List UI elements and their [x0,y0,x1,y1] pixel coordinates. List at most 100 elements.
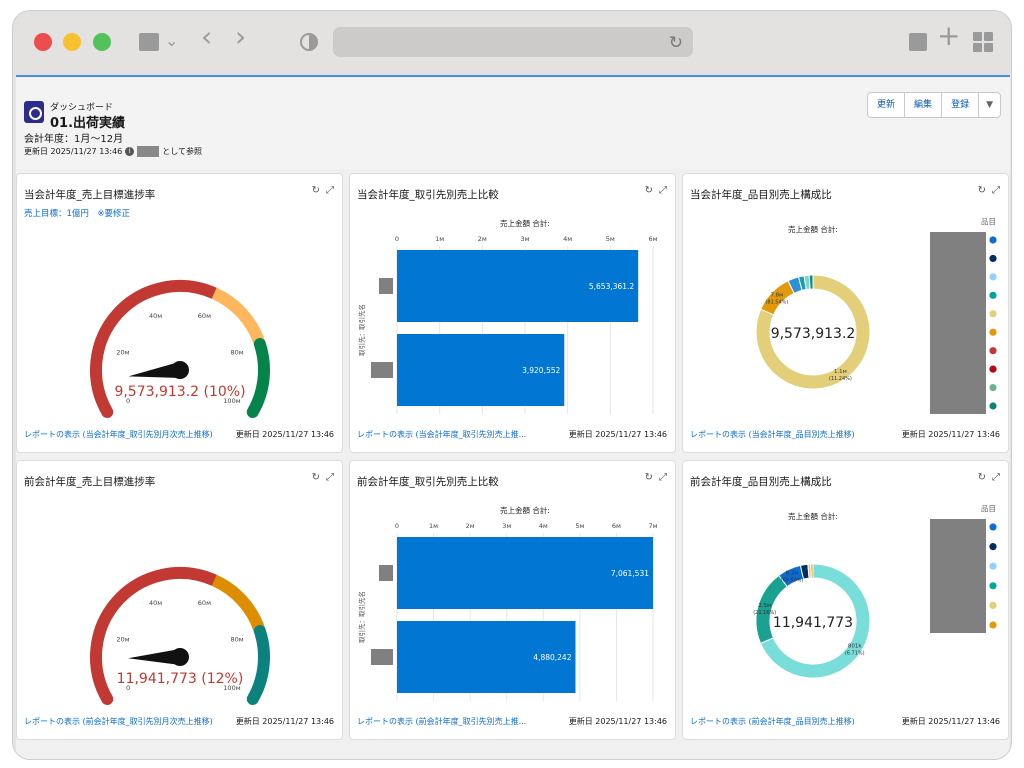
legend-marker [989,236,997,244]
tab-overview-icon[interactable] [973,32,993,52]
bar-category-label-redacted [371,649,393,665]
card-title: 前会計年度_取引先別売上比較 [357,476,499,488]
card-updated-date: 更新日 2025/11/27 13:46 [568,717,667,726]
card-title: 前会計年度_品目別売上構成比 [690,476,832,488]
gauge-needle-hub [171,648,189,666]
bar-card-current: 当会計年度_取引先別売上比較 ↻ ⤢ 売上金額 合計: 0 1м 2м 3м 4м 5м 6м 取… [349,173,676,453]
legend-label-redacted [930,232,986,414]
expand-icon[interactable]: ⤢ [992,472,1000,483]
page-subtitle: ダッシュボード [50,103,114,113]
expand-icon[interactable]: ⤢ [659,185,667,196]
card-actions: ↻ ⤢ [645,472,667,483]
donut-chart[interactable]: 売上金額 合計: 1.1м(11.24%) 7.8м(81.54%) 9,573,91… [683,174,1010,454]
gauge-needle [128,362,181,378]
refresh-icon[interactable]: ↻ [311,185,320,196]
address-bar[interactable]: ↻ [333,27,693,57]
dashboard-header: ダッシュボード 01.出荷実績 会計年度：1月〜12月 更新日 2025/11/… [16,77,1010,169]
card-updated-date: 更新日 2025/11/27 13:46 [235,717,334,726]
bar [397,334,565,406]
sales-target-note: 売上目標：1億円 ※要修正 [24,209,131,219]
gauge-tick-label: 80м [230,348,243,356]
reload-icon[interactable]: ↻ [668,33,683,53]
donut-title: 売上金額 合計: [788,224,838,234]
donut-slice [808,274,814,290]
card-updated-date: 更新日 2025/11/27 13:46 [568,430,667,439]
gauge-value-label: 11,941,773 (12%) [117,671,244,687]
gauge-tick-label: 100м [223,397,240,405]
legend-marker [989,562,997,570]
bar-tick-label: 6м [648,235,657,243]
gauge-band [90,280,221,418]
gauge-tick-label: 40м [149,599,162,607]
view-report-link[interactable]: レポートの表示 (前会計年度_品目別売上推移) [690,717,855,726]
new-tab-button[interactable]: + [937,19,961,52]
edit-button[interactable]: 編集 [905,93,943,117]
zoom-window-button[interactable] [93,33,111,51]
expand-icon[interactable]: ⤢ [992,185,1000,196]
legend-title: 品目 [981,217,996,226]
donut-slice [759,563,871,679]
donut-center-total: 9,573,913.2 [771,326,856,342]
bar-chart[interactable]: 売上金額 合計: 0 1м 2м 3м 4м 5м 6м 取引先：取引先名 5,653,361.2… [350,174,677,454]
expand-icon[interactable]: ⤢ [326,472,334,483]
info-icon[interactable]: i [125,147,135,156]
bar-tick-label: 4м [563,235,572,243]
donut-center-total: 11,941,773 [773,615,853,631]
view-report-link[interactable]: レポートの表示 (前会計年度_取引先別売上推... [357,717,527,726]
refresh-icon[interactable]: ↻ [644,472,653,483]
sidebar-toggle-icon[interactable] [139,33,159,51]
bar-category-label-redacted [371,362,393,378]
gauge-tick-label: 60м [198,599,211,607]
card-actions: ↻ ⤢ [645,185,667,196]
updated-text: 更新日 2025/11/27 13:46 [24,147,123,156]
card-title: 前会計年度_売上目標進捗率 [24,476,156,488]
bar-tick-label: 5м [606,235,615,243]
privacy-shield-icon[interactable] [299,32,319,55]
expand-icon[interactable]: ⤢ [659,472,667,483]
donut-slice [755,274,871,390]
bar-tick-label: 5м [575,522,584,530]
refresh-button[interactable]: 更新 [868,93,906,117]
more-actions-button[interactable]: ▼ [986,100,993,110]
bar-tick-label: 1м [435,235,444,243]
gauge-card-current: 当会計年度_売上目標進捗率 ↻ ⤢ 売上目標：1億円 ※要修正 0 20м 40м 60… [16,173,343,453]
refresh-icon[interactable]: ↻ [977,185,986,196]
bar-y-axis-title: 取引先：取引先名 [357,591,366,643]
view-report-link[interactable]: レポートの表示 (当会計年度_品目別売上推移) [690,430,855,439]
donut-slice-label: 2.5м [758,603,771,609]
forward-button[interactable]: › [235,20,247,53]
legend-marker [989,310,997,318]
donut-slice [810,563,814,579]
gauge-value-label: 9,573,913.2 (10%) [114,384,245,400]
legend-marker [989,402,997,410]
view-report-link[interactable]: レポートの表示 (前会計年度_取引先別月次売上推移) [24,717,213,726]
minimize-window-button[interactable] [63,33,81,51]
subscribe-button[interactable]: 登録 [942,93,980,117]
gauge-band [211,287,266,347]
refresh-icon[interactable]: ↻ [311,472,320,483]
expand-icon[interactable]: ⤢ [326,185,334,196]
page-title: 01.出荷実績 [50,116,126,131]
refresh-icon[interactable]: ↻ [644,185,653,196]
close-window-button[interactable] [34,33,52,51]
legend-label-redacted [930,519,986,633]
updated-info: 更新日 2025/11/27 13:46 i として参照 [24,146,202,157]
gauge-tick-label: 80м [230,635,243,643]
view-report-link[interactable]: レポートの表示 (当会計年度_取引先別月次売上推移) [24,430,213,439]
refresh-icon[interactable]: ↻ [977,472,986,483]
bar-tick-label: 7м [648,522,657,530]
legend-marker [989,328,997,336]
donut-chart[interactable]: 売上金額 合計: 801k(6.71%) 2.5м(21.16%) 8.2м(68.6… [683,461,1010,741]
card-title: 当会計年度_取引先別売上比較 [357,189,499,201]
card-updated-date: 更新日 2025/11/27 13:46 [235,430,334,439]
back-button[interactable]: ‹ [201,20,213,53]
share-icon[interactable] [909,33,927,51]
card-title: 当会計年度_品目別売上構成比 [690,189,832,201]
bar-chart[interactable]: 売上金額 合計: 0 1м 2м 3м 4м 5м 6м 7м 取引先：取引先名 7,061,531… [350,461,677,741]
gauge-needle [128,649,181,665]
donut-slice-label: 1.1м [834,369,847,375]
view-report-link[interactable]: レポートの表示 (当会計年度_取引先別売上推... [357,430,527,439]
chevron-down-icon[interactable]: ⌄ [165,31,179,50]
